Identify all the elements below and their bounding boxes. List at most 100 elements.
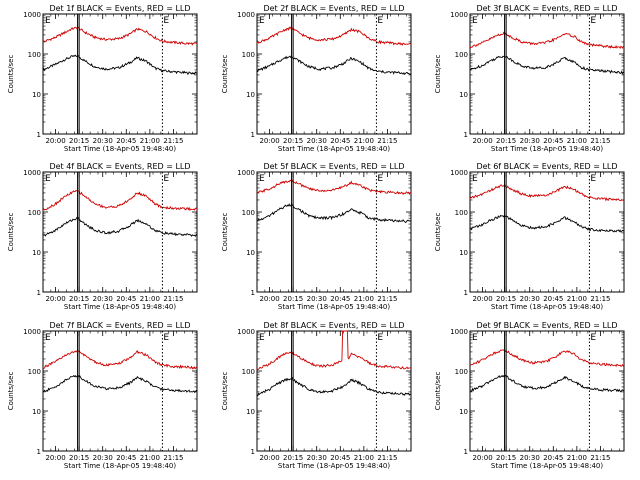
x-axis-label: Start Time (18-Apr-05 19:48:40) bbox=[64, 303, 176, 311]
marker-label-e: E bbox=[259, 333, 265, 343]
series-lld bbox=[256, 330, 412, 371]
x-axis-label: Start Time (18-Apr-05 19:48:40) bbox=[278, 145, 390, 153]
panel-title: Det 2f BLACK = Events, RED = LLD bbox=[263, 4, 404, 13]
y-tick-label: 1000 bbox=[237, 328, 255, 336]
y-tick-label: 10 bbox=[246, 408, 255, 416]
x-tick-label: 20:45 bbox=[330, 137, 350, 145]
x-axis-label: Start Time (18-Apr-05 19:48:40) bbox=[64, 145, 176, 153]
series-lld bbox=[469, 349, 625, 368]
series-events bbox=[256, 55, 412, 76]
marker-label-e: E bbox=[259, 174, 265, 184]
x-tick-label: 20:15 bbox=[496, 454, 516, 462]
x-axis-label: Start Time (18-Apr-05 19:48:40) bbox=[278, 462, 390, 470]
panel-det-5: Det 5f BLACK = Events, RED = LLD 1 10 100 10… bbox=[221, 162, 412, 311]
y-tick-label: 1 bbox=[251, 289, 255, 297]
x-tick-label: 20:30 bbox=[520, 137, 540, 145]
marker-label-e: E bbox=[45, 333, 51, 343]
y-tick-label: 1000 bbox=[237, 11, 255, 19]
y-tick-label: 1 bbox=[251, 448, 255, 456]
marker-label-e: E bbox=[45, 16, 51, 26]
series-lld bbox=[42, 26, 198, 46]
x-tick-label: 21:00 bbox=[354, 295, 374, 303]
marker-label-e: E bbox=[472, 333, 478, 343]
y-tick-label: 100 bbox=[242, 209, 255, 217]
y-tick-label: 100 bbox=[242, 51, 255, 59]
y-tick-label: 1000 bbox=[450, 11, 468, 19]
marker-label-e: E bbox=[163, 174, 169, 184]
x-tick-label: 20:30 bbox=[307, 295, 327, 303]
x-tick-label: 20:45 bbox=[543, 295, 563, 303]
series-events bbox=[469, 214, 625, 233]
y-tick-label: 1 bbox=[37, 131, 41, 139]
x-tick-label: 20:45 bbox=[116, 137, 136, 145]
panel-det-6: Det 6f BLACK = Events, RED = LLD 1 10 100 10… bbox=[434, 162, 625, 311]
series-lld bbox=[42, 349, 198, 370]
x-tick-label: 20:00 bbox=[259, 454, 279, 462]
y-tick-label: 10 bbox=[32, 408, 41, 416]
plot-frame bbox=[42, 13, 198, 135]
panel-det-3: Det 3f BLACK = Events, RED = LLD 1 10 100 10… bbox=[434, 4, 625, 153]
marker-label-e: E bbox=[45, 174, 51, 184]
x-axis-label: Start Time (18-Apr-05 19:48:40) bbox=[491, 462, 603, 470]
y-tick-label: 10 bbox=[32, 249, 41, 257]
y-tick-label: 1000 bbox=[237, 169, 255, 177]
x-tick-label: 20:00 bbox=[259, 295, 279, 303]
y-tick-label: 100 bbox=[455, 368, 468, 376]
x-tick-label: 21:15 bbox=[590, 137, 610, 145]
y-axis-label: Counts/sec bbox=[7, 372, 15, 411]
y-axis-label: Counts/sec bbox=[221, 213, 229, 252]
series-events bbox=[257, 202, 412, 223]
marker-label-e: E bbox=[590, 16, 596, 26]
series-lld bbox=[42, 189, 198, 212]
panel-title: Det 6f BLACK = Events, RED = LLD bbox=[476, 162, 617, 171]
x-tick-label: 20:00 bbox=[45, 295, 65, 303]
y-axis-label: Counts/sec bbox=[7, 55, 15, 94]
panel-title: Det 9f BLACK = Events, RED = LLD bbox=[476, 321, 617, 330]
panel-title: Det 5f BLACK = Events, RED = LLD bbox=[263, 162, 404, 171]
x-tick-label: 21:15 bbox=[377, 454, 397, 462]
y-axis-label: Counts/sec bbox=[221, 372, 229, 411]
x-tick-label: 20:45 bbox=[543, 137, 563, 145]
x-tick-label: 20:00 bbox=[259, 137, 279, 145]
y-tick-label: 100 bbox=[242, 368, 255, 376]
y-axis-label: Counts/sec bbox=[434, 213, 442, 252]
x-tick-label: 20:00 bbox=[472, 454, 492, 462]
y-tick-label: 10 bbox=[459, 408, 468, 416]
marker-label-e: E bbox=[377, 16, 383, 26]
panel-title: Det 7f BLACK = Events, RED = LLD bbox=[49, 321, 190, 330]
series-events bbox=[42, 54, 198, 76]
panel-title: Det 3f BLACK = Events, RED = LLD bbox=[476, 4, 617, 13]
marker-label-e: E bbox=[259, 16, 265, 26]
y-tick-label: 1 bbox=[464, 448, 468, 456]
marker-label-e: E bbox=[590, 333, 596, 343]
y-tick-label: 100 bbox=[28, 209, 41, 217]
x-tick-label: 21:15 bbox=[163, 137, 183, 145]
series-lld bbox=[469, 31, 625, 50]
x-tick-label: 21:00 bbox=[354, 454, 374, 462]
panel-det-1: Det 1f BLACK = Events, RED = LLD 1 10 100 10… bbox=[7, 4, 198, 153]
x-tick-label: 21:00 bbox=[140, 295, 160, 303]
panel-title: Det 8f BLACK = Events, RED = LLD bbox=[263, 321, 404, 330]
y-tick-label: 1000 bbox=[23, 11, 41, 19]
x-tick-label: 20:30 bbox=[520, 454, 540, 462]
x-tick-label: 20:15 bbox=[283, 137, 303, 145]
y-tick-label: 1 bbox=[464, 131, 468, 139]
marker-label-e: E bbox=[163, 16, 169, 26]
y-tick-label: 1000 bbox=[450, 328, 468, 336]
x-tick-label: 20:15 bbox=[496, 137, 516, 145]
series-lld bbox=[256, 26, 412, 47]
panel-det-7: Det 7f BLACK = Events, RED = LLD 1 10 100 10… bbox=[7, 321, 198, 470]
y-tick-label: 10 bbox=[246, 249, 255, 257]
x-tick-label: 21:15 bbox=[377, 295, 397, 303]
plot-frame bbox=[42, 171, 198, 293]
y-tick-label: 1 bbox=[251, 131, 255, 139]
x-tick-label: 20:30 bbox=[307, 137, 327, 145]
y-tick-label: 1 bbox=[37, 448, 41, 456]
series-events bbox=[42, 216, 198, 238]
panel-title: Det 1f BLACK = Events, RED = LLD bbox=[49, 4, 190, 13]
x-tick-label: 21:15 bbox=[590, 454, 610, 462]
series-lld bbox=[469, 183, 625, 202]
x-tick-label: 20:15 bbox=[69, 295, 89, 303]
